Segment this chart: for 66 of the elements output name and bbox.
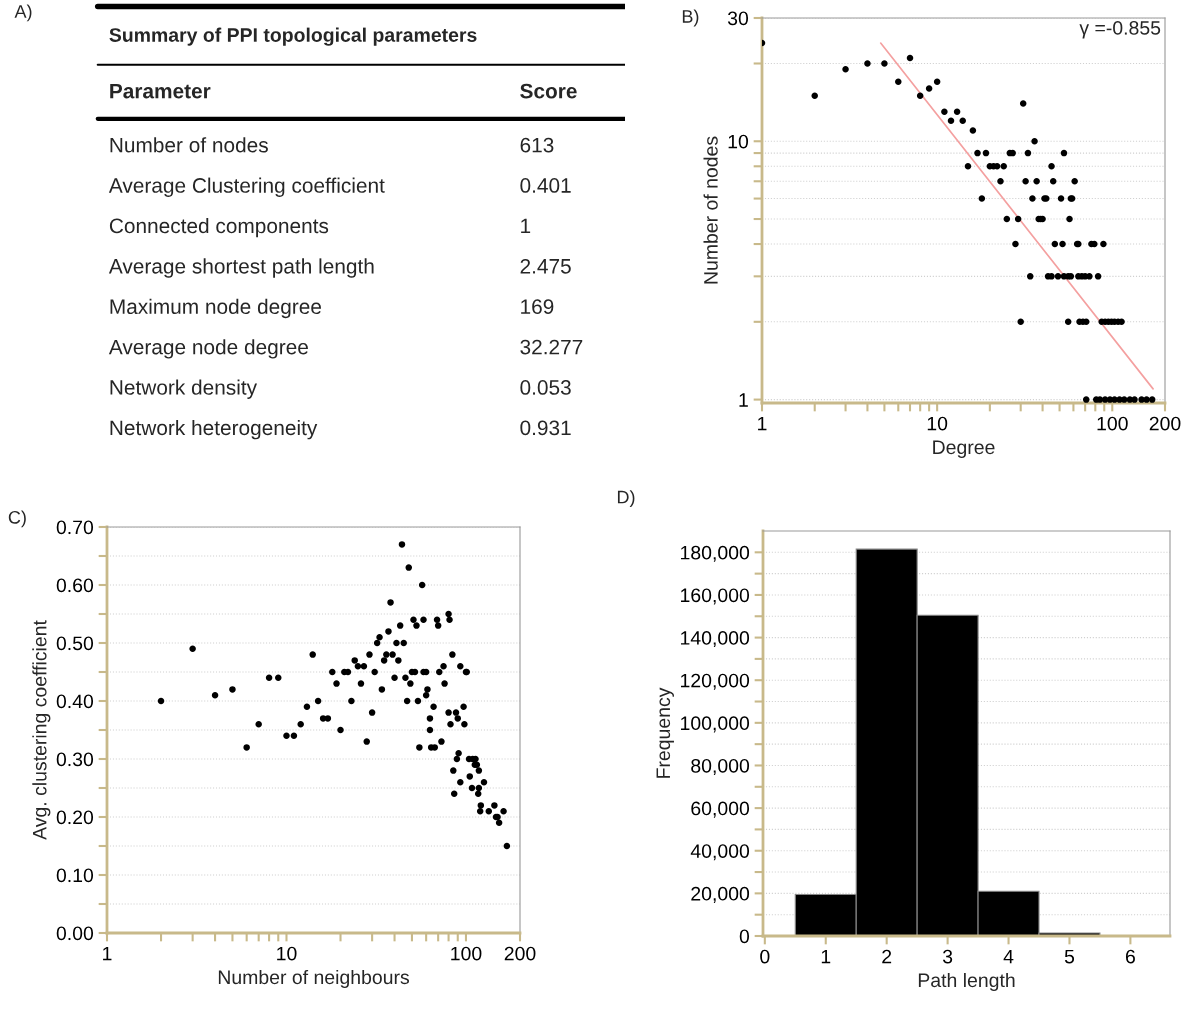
text: Parameter	[110, 83, 211, 99]
text: 2.475	[520, 258, 571, 274]
text: Network density	[110, 379, 258, 399]
y-tick-label: 0.40	[56, 694, 94, 709]
y-tick-label: 0.50	[56, 636, 94, 651]
x-tick-label: 100	[451, 946, 482, 961]
text: 0.401	[520, 178, 571, 193]
x-tick-label: 200	[504, 946, 536, 961]
y-tick-label: 140,000	[681, 631, 750, 648]
x-tick-label: 1	[758, 416, 767, 431]
y-tick-label: 60,000	[691, 801, 750, 818]
text: 0.931	[520, 420, 571, 436]
text: 0.053	[520, 380, 571, 395]
text: A)	[14, 4, 32, 22]
y-tick-label: 30	[727, 11, 749, 26]
text: Average node degree	[108, 339, 308, 359]
x-tick-label: 1	[103, 946, 112, 961]
y-axis-title: Number of nodes	[703, 136, 718, 284]
text: Maximum node degree	[110, 298, 321, 319]
text: Number of nodes	[110, 137, 268, 153]
x-tick-label: 0	[760, 949, 770, 964]
y-tick-label: 180,000	[681, 545, 750, 562]
x-tick-label: 10	[927, 416, 948, 431]
y-tick-label: 0.70	[56, 520, 94, 535]
text: Network heterogeneity	[110, 419, 318, 440]
y-axis-title: Frequency	[656, 687, 674, 778]
text: 613	[520, 137, 554, 153]
text: Average shortest path length	[108, 258, 374, 278]
y-tick-label: 120,000	[681, 673, 750, 690]
y-tick-label: 20,000	[691, 886, 750, 903]
text: 169	[521, 299, 554, 315]
text: Connected components	[109, 217, 329, 238]
y-tick-label: 0.30	[56, 752, 94, 767]
y-tick-label: 100,000	[681, 716, 750, 733]
annotation: γ =-0.855	[1079, 21, 1161, 39]
text: Average Clustering coefficient	[108, 177, 385, 197]
y-tick-label: 0.60	[56, 578, 94, 593]
y-tick-label: 0.00	[56, 926, 94, 941]
x-axis-title: Number of neighbours	[218, 969, 409, 988]
y-tick-label: 160,000	[681, 588, 750, 605]
x-tick-label: 1	[821, 949, 831, 964]
x-tick-label: 3	[942, 949, 953, 964]
x-axis-title: Degree	[933, 440, 995, 458]
text: Summary of PPI topological parameters	[109, 27, 477, 46]
x-tick-label: 2	[882, 949, 892, 964]
y-tick-label: 0.20	[56, 810, 94, 825]
y-tick-label: 10	[728, 134, 749, 149]
text: Score	[520, 83, 577, 99]
y-tick-label: 0	[739, 929, 750, 944]
text: 32.277	[520, 339, 583, 355]
x-tick-label: 10	[277, 946, 297, 961]
text: D)	[617, 490, 635, 508]
x-tick-label: 100	[1097, 416, 1128, 431]
y-axis-title: Avg. clustering coefficient	[32, 620, 51, 840]
text: B)	[682, 9, 699, 27]
x-tick-label: 4	[1003, 949, 1014, 964]
text: C)	[8, 510, 26, 528]
y-tick-label: 0.10	[56, 868, 94, 883]
x-tick-label: 5	[1064, 949, 1075, 964]
x-tick-label: 200	[1149, 416, 1181, 431]
x-tick-label: 6	[1125, 949, 1135, 964]
y-tick-label: 40,000	[690, 844, 750, 861]
y-tick-label: 80,000	[691, 758, 750, 776]
y-tick-label: 1	[739, 393, 748, 407]
x-axis-title: Path length	[918, 972, 1015, 991]
text: 1	[521, 218, 531, 234]
